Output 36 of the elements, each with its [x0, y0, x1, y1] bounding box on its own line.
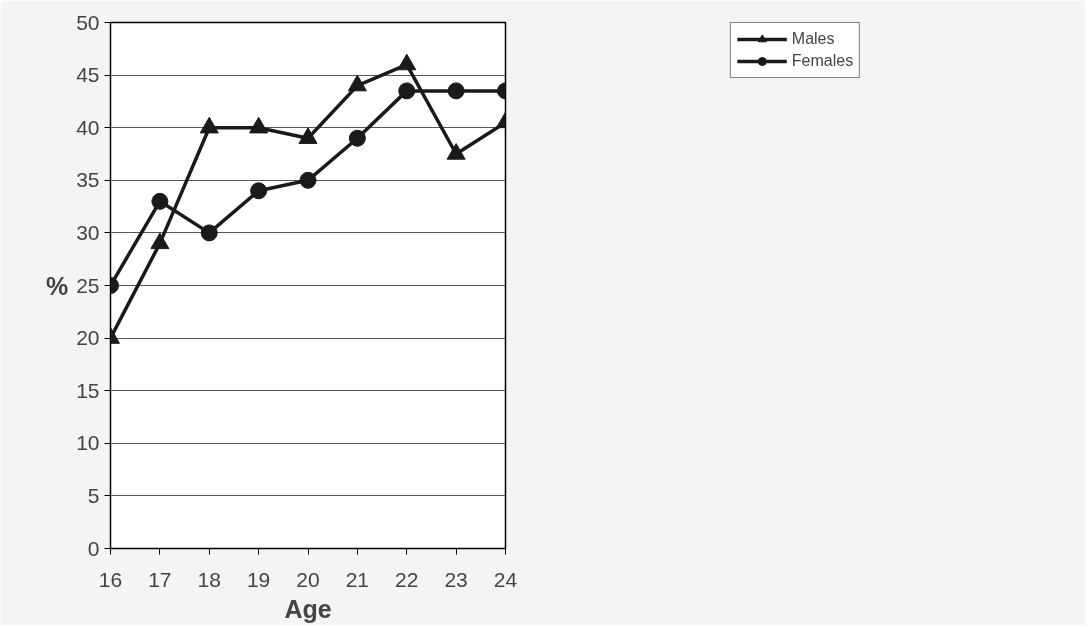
point — [250, 182, 268, 200]
y-tick-label: 0 — [87, 536, 100, 560]
point — [446, 143, 466, 160]
point — [199, 116, 219, 134]
point — [348, 129, 366, 147]
x-tick-label: 19 — [246, 567, 271, 591]
x-tick-label: 20 — [296, 567, 320, 591]
x-tick-label: 17 — [148, 567, 172, 591]
point — [151, 192, 169, 210]
y-tick-label: 10 — [76, 431, 100, 455]
y-tick-label: 5 — [87, 483, 100, 507]
y-tick-label: 40 — [76, 115, 100, 139]
point — [150, 232, 170, 250]
x-tick-label: 18 — [197, 567, 221, 591]
y-tick-label: 25 — [76, 273, 100, 297]
x-tick-label: 23 — [444, 567, 468, 591]
y-tick-label: 15 — [76, 378, 100, 402]
x-axis-title: Age — [284, 594, 332, 623]
legend-label: Males — [791, 30, 835, 48]
point — [249, 116, 269, 134]
y-axis-title: % — [45, 271, 69, 300]
x-tick-label: 21 — [345, 567, 370, 591]
y-tick-label: 50 — [76, 10, 100, 34]
y-tick-label: 45 — [76, 63, 100, 87]
point — [298, 127, 318, 144]
point — [200, 224, 218, 242]
x-tick-label: 24 — [493, 567, 518, 591]
point — [397, 53, 417, 71]
y-tick-label: 30 — [76, 220, 100, 244]
y-tick-label: 35 — [76, 168, 100, 192]
point — [347, 74, 367, 92]
point — [299, 171, 317, 189]
x-tick-label: 16 — [98, 567, 123, 591]
legend-label: Females — [791, 52, 854, 70]
y-tick-label: 20 — [76, 326, 100, 350]
x-tick-label: 22 — [395, 567, 419, 591]
